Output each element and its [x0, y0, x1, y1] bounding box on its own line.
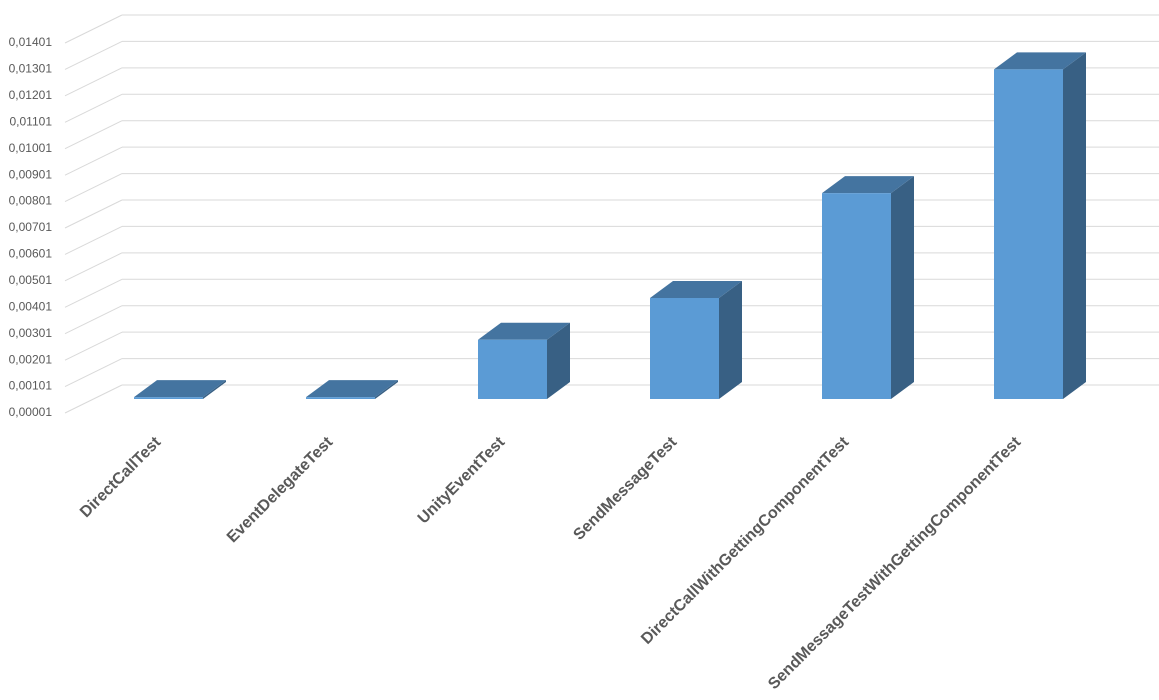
bar-front — [650, 298, 719, 399]
bar-front — [994, 69, 1063, 399]
bar — [134, 380, 226, 399]
x-tick-label: UnityEventTest — [415, 433, 509, 527]
grid-line — [64, 199, 123, 229]
grid-line — [64, 14, 123, 44]
bar-front — [822, 193, 891, 399]
bar-top — [478, 322, 570, 340]
bar-top — [134, 380, 226, 398]
grid-line — [64, 252, 123, 282]
y-tick-label: 0,01401 — [9, 35, 53, 49]
x-tick-label: DirectCallTest — [77, 433, 165, 521]
y-tick-label: 0,00901 — [9, 167, 53, 181]
bar — [822, 176, 914, 399]
grid-line — [64, 278, 123, 308]
y-tick-label: 0,00301 — [9, 326, 53, 340]
grid-line — [64, 173, 123, 203]
y-tick-label: 0,01201 — [9, 88, 53, 102]
grid-line — [64, 384, 123, 414]
y-tick-label: 0,00001 — [9, 405, 53, 419]
x-tick-label: SendMessageTest — [570, 433, 680, 543]
bar-top — [306, 380, 398, 398]
bar-front — [134, 397, 203, 399]
grid-line — [64, 67, 123, 97]
bar-top — [650, 281, 742, 299]
y-tick-label: 0,00101 — [9, 379, 53, 393]
bar-top — [994, 52, 1086, 70]
grid-line — [64, 40, 123, 70]
bar-side — [891, 176, 914, 399]
grid-line — [64, 225, 123, 255]
y-tick-label: 0,00401 — [9, 299, 53, 313]
bar-side — [1063, 52, 1086, 399]
y-tick-label: 0,00501 — [9, 273, 53, 287]
y-tick-label: 0,01301 — [9, 62, 53, 76]
grid-line — [64, 305, 123, 335]
bar-side — [375, 380, 398, 399]
bar-side — [203, 380, 226, 399]
grid-line — [64, 358, 123, 388]
bar — [478, 322, 570, 399]
y-tick-label: 0,01001 — [9, 141, 53, 155]
x-tick-label: DirectCallWithGettingComponentTest — [638, 433, 853, 648]
bar-front — [478, 339, 547, 399]
y-tick-label: 0,00801 — [9, 194, 53, 208]
grid-line — [64, 120, 123, 150]
grid-line — [64, 331, 123, 361]
bar — [994, 52, 1086, 399]
bar-top — [822, 176, 914, 194]
bar-side — [719, 281, 742, 399]
y-tick-label: 0,00701 — [9, 220, 53, 234]
bar — [306, 380, 398, 399]
y-tick-label: 0,01101 — [10, 114, 53, 128]
y-tick-label: 0,00601 — [9, 247, 53, 261]
grid-line — [64, 93, 123, 123]
bar-front — [306, 397, 375, 399]
bar — [650, 281, 742, 399]
y-tick-label: 0,00201 — [9, 352, 53, 366]
x-tick-label: EventDelegateTest — [224, 433, 337, 546]
grid-line — [64, 146, 123, 176]
bar-side — [547, 322, 570, 399]
